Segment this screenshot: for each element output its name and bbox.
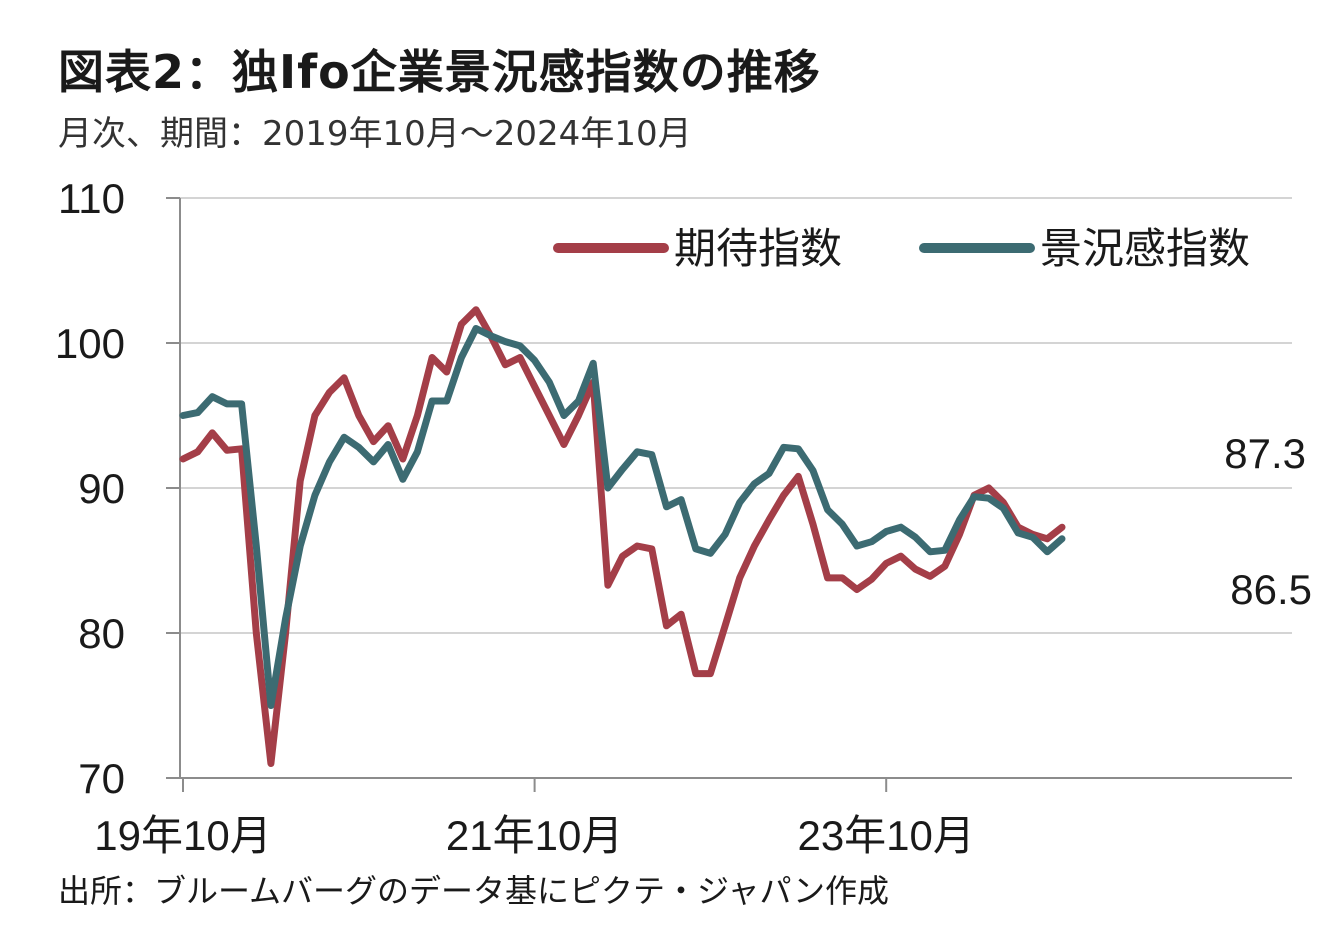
chart-title: 図表2：独Ifo企業景況感指数の推移 (58, 45, 821, 99)
legend-label: 期待指数 (674, 224, 842, 273)
series-line-climate (179, 325, 1066, 709)
y-tick-label: 90 (78, 465, 125, 512)
gridlines (166, 197, 1292, 779)
source-note: 出所：ブルームバーグのデータ基にピクテ・ジャパン作成 (58, 872, 890, 910)
y-tick-labels: 70 80 90 100 110 (55, 175, 125, 802)
y-tick-label: 110 (58, 175, 125, 222)
y-tick-label: 100 (55, 320, 125, 367)
y-tick-label: 70 (78, 755, 125, 802)
chart-subtitle: 月次、期間：2019年10月～2024年10月 (58, 114, 692, 154)
end-value-label: 87.3 (1224, 430, 1306, 477)
end-value-label: 86.5 (1230, 566, 1312, 613)
x-tick-label: 21年10月 (446, 812, 623, 859)
end-labels: 87.3 86.5 (1224, 430, 1312, 613)
x-tick-labels: 19年10月 21年10月 23年10月 (94, 778, 975, 859)
x-tick-label: 19年10月 (94, 812, 271, 859)
series-line-expectations (179, 306, 1066, 767)
line-chart: 70 80 90 100 110 19年10月 21年10月 23年10月 期待指数 景況感指… (55, 175, 1312, 859)
legend-label: 景況感指数 (1040, 224, 1250, 273)
axes (179, 198, 1292, 779)
legend: 期待指数 景況感指数 (553, 224, 1250, 273)
y-tick-label: 80 (78, 610, 125, 657)
x-tick-label: 23年10月 (797, 812, 974, 859)
series-lines (179, 306, 1066, 767)
